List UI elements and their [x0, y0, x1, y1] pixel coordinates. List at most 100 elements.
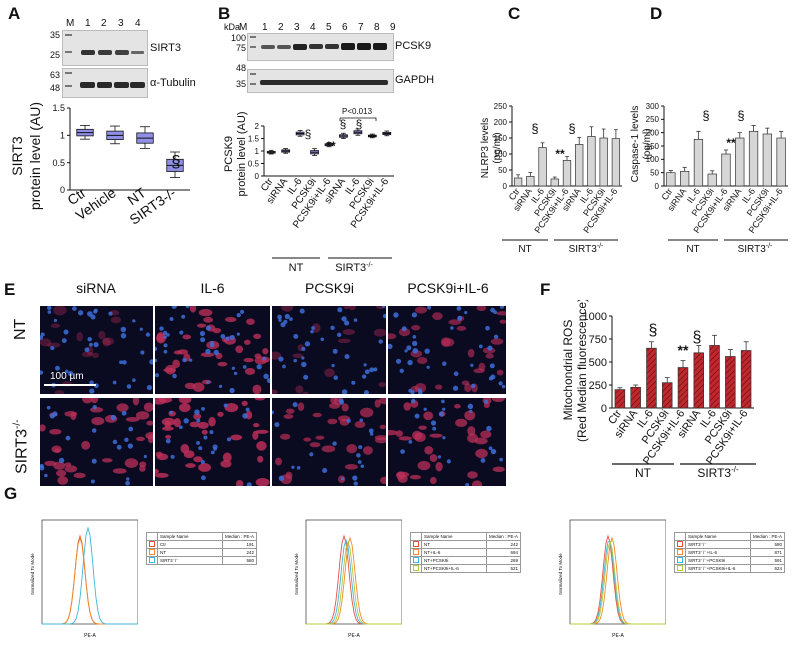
- bar: [575, 144, 584, 187]
- lane-number: 3: [294, 22, 300, 33]
- lane-number: 4: [135, 18, 141, 29]
- flow-legend-table: Sample Name Median : PE-A NT 242 NT+IL-6 694 N…: [410, 532, 522, 573]
- y-tick-label: 1.5: [52, 103, 65, 113]
- bar: [611, 138, 621, 187]
- bar: [762, 133, 772, 187]
- kda-label: 35: [235, 79, 246, 89]
- sig-section: §: [340, 117, 347, 131]
- flow-legend-table: Sample Name Median : PE-A Ctr 191 NT 242 SIRT3…: [146, 532, 258, 565]
- flow-plot: Normalized To Mode PE-A Sample Name Median …: [292, 512, 532, 642]
- ylabel-line1: PCSK9: [223, 136, 235, 172]
- sig-section: §: [356, 117, 363, 131]
- y-tick-label: 1: [255, 147, 260, 156]
- sig-stars: **: [678, 342, 689, 358]
- flow-legend-table: Sample Name Median : PE-A SIRT3⁻/⁻ 580 SIRT3…: [674, 532, 786, 573]
- micrograph-image: [272, 398, 386, 486]
- bar: [680, 170, 690, 187]
- bar: [614, 389, 626, 409]
- flow-y-label: Normalized To Mode: [294, 553, 299, 595]
- micrograph-image: [40, 306, 153, 394]
- sig-stars: **: [726, 136, 736, 150]
- panel-letter-g: G: [4, 484, 18, 503]
- sig-stars: **: [555, 147, 565, 161]
- lane-number: 2: [278, 22, 284, 33]
- y-tick-label: 200: [646, 128, 660, 137]
- lane-number: 6: [342, 22, 348, 33]
- panel-letter-d: D: [650, 4, 663, 23]
- lane-number: 9: [390, 22, 396, 33]
- micrograph-image: [40, 398, 153, 486]
- sig-section: §: [693, 329, 702, 346]
- sig-section: §: [531, 121, 538, 136]
- lane-number: 1: [85, 18, 91, 29]
- ylabel-line2: (pg/ml): [642, 128, 653, 159]
- y-tick-label: 0: [255, 172, 260, 181]
- flow-frame: [305, 519, 402, 625]
- flow-histogram: [570, 540, 666, 625]
- legend-row: SIRT3⁻/⁻+PCSK9i+IL-6 624: [674, 564, 786, 573]
- column-label: PCSK9i: [304, 280, 355, 296]
- y-tick-label: 300: [646, 102, 660, 111]
- bar: [526, 176, 535, 187]
- row-label-sirt3: SIRT3-/-: [12, 419, 31, 474]
- group-nt: NT: [289, 262, 304, 274]
- bar: [693, 352, 705, 409]
- ylabel-line1: Mitochondrial ROS: [561, 320, 575, 421]
- group-nt: NT: [686, 244, 699, 255]
- blot-label-pcsk9: PCSK9: [395, 40, 432, 52]
- scale-bar: [44, 384, 96, 386]
- flow-plot: Normalized To Mode PE-A Sample Name Median …: [556, 512, 796, 642]
- group-nt: NT: [518, 244, 531, 255]
- panel-letter-e: E: [4, 280, 16, 299]
- legend-row: SIRT3⁻/⁻+IL-6 871: [674, 548, 786, 557]
- flow-frame: [41, 519, 138, 625]
- bar: [740, 350, 752, 409]
- group-sirt3: SIRT3-/-: [569, 243, 604, 255]
- group-sirt3: SIRT3-/-: [738, 243, 773, 255]
- y-tick-label: 500: [589, 357, 607, 369]
- blot-sirt3: [62, 30, 148, 66]
- micrograph-image: [272, 306, 386, 394]
- bar: [735, 137, 745, 187]
- bar: [562, 160, 572, 187]
- micrograph-image: [388, 306, 506, 394]
- bar: [776, 137, 786, 187]
- bar: [748, 130, 759, 187]
- scale-bar-label: 100 µm: [50, 371, 84, 382]
- bar: [677, 367, 689, 409]
- lane-marker: M: [239, 22, 248, 33]
- y-tick-label: 0.5: [248, 159, 260, 168]
- panel-letter-b: B: [218, 4, 231, 23]
- sig-section: §: [171, 152, 180, 171]
- lane-number: 8: [374, 22, 380, 33]
- kda-unit: kDa: [223, 22, 240, 32]
- lane-number: 3: [118, 18, 124, 29]
- ylabel-line2: protein level (AU): [236, 112, 248, 197]
- kda-label: 100: [230, 33, 246, 43]
- column-label: siRNA: [76, 280, 116, 296]
- row-label-nt: NT: [12, 318, 29, 340]
- flow-histogram: [306, 540, 402, 625]
- y-tick-label: 150: [494, 134, 508, 143]
- blot-tubulin: [62, 68, 148, 98]
- legend-row: SIRT3⁻/⁻ 580: [146, 556, 258, 565]
- flow-x-label: PE-A: [84, 633, 96, 639]
- sig-section: §: [702, 108, 709, 123]
- y-tick-label: 1: [60, 130, 65, 140]
- legend-row: NT+PCSK9i+IL-6 521: [410, 564, 522, 573]
- ylabel-line1: SIRT3: [9, 136, 25, 176]
- bar: [709, 345, 720, 409]
- group-sirt3: SIRT3-/-: [697, 465, 739, 480]
- flow-histogram: [42, 526, 138, 625]
- blot-pcsk9: [247, 33, 394, 61]
- lane-number: 1: [262, 22, 268, 33]
- ylabel-line2: (pg/ml): [492, 132, 503, 163]
- micrograph-image: [155, 306, 270, 394]
- legend-row: NT+PCSK9i 269: [410, 556, 522, 565]
- bar: [661, 382, 673, 409]
- bar: [646, 347, 657, 409]
- flow-x-label: PE-A: [348, 633, 360, 639]
- column-label: PCSK9i+IL-6: [407, 280, 489, 296]
- flow-frame: [569, 519, 666, 625]
- blot-label-sirt3: SIRT3: [150, 42, 181, 54]
